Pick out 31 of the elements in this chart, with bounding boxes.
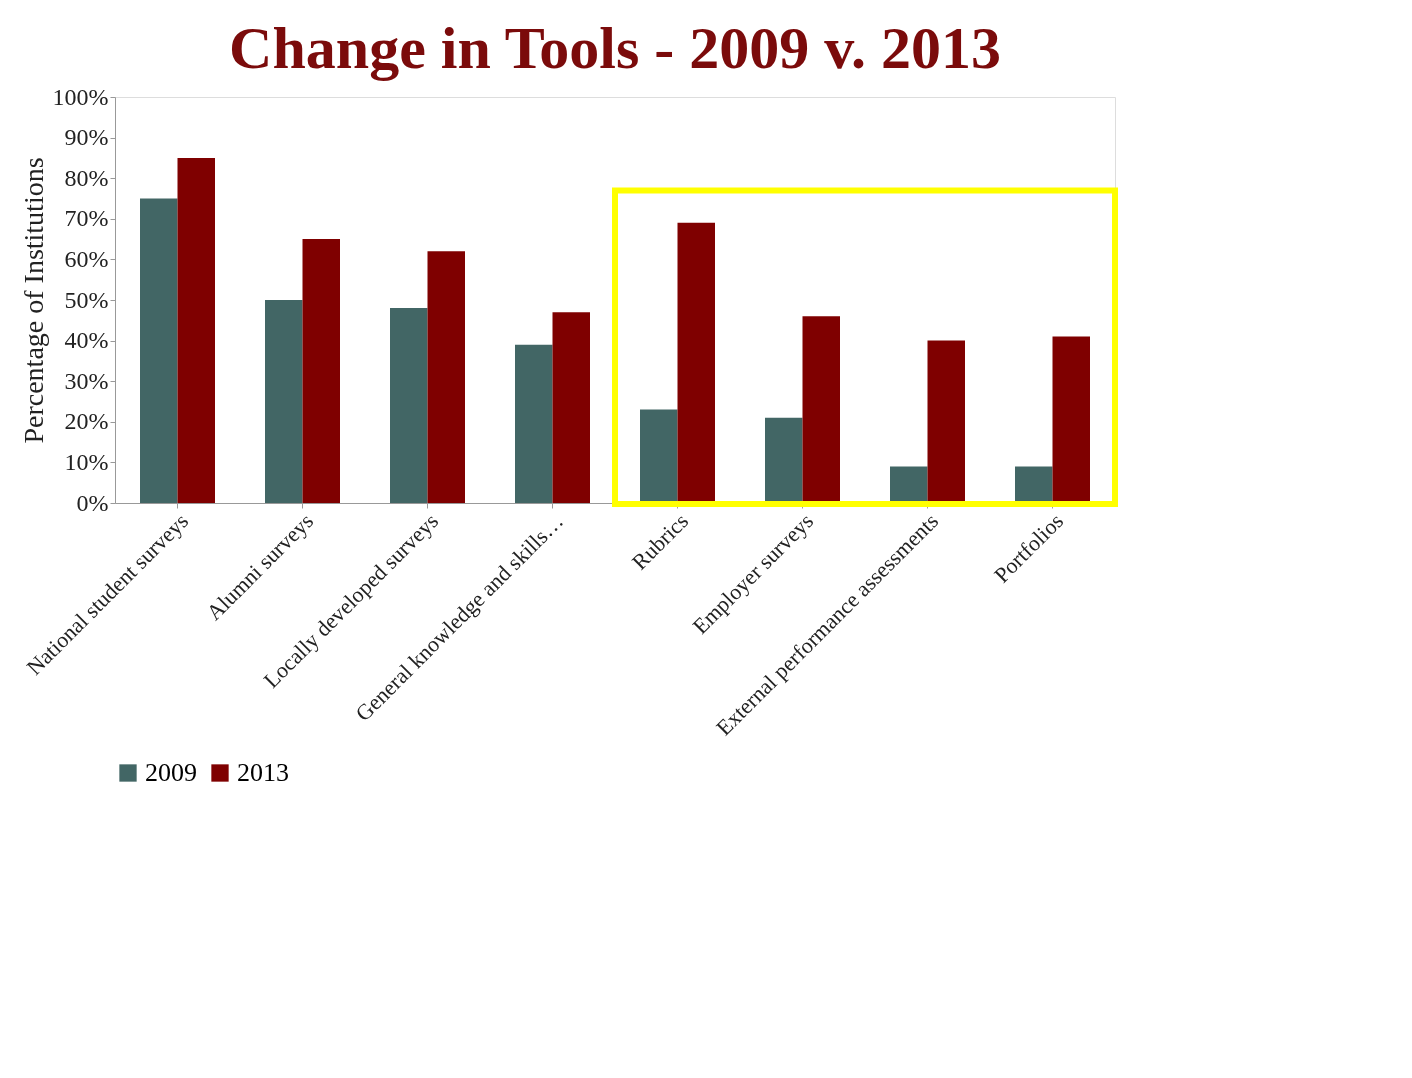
legend-label: 2013 [237, 758, 289, 787]
bar [140, 198, 178, 503]
bar [765, 417, 803, 503]
bar [927, 340, 965, 503]
y-tick-label: 90% [64, 124, 109, 151]
y-tick-label: 100% [52, 83, 109, 110]
legend-label: 2009 [145, 758, 197, 787]
bar [677, 222, 715, 503]
bar [1052, 336, 1090, 503]
bar [1015, 466, 1053, 503]
y-tick-label: 0% [76, 489, 109, 516]
y-axis-title: Percentage of Institutions [17, 157, 49, 444]
y-tick-label: 20% [64, 408, 109, 435]
bar [390, 308, 428, 503]
y-tick-label: 40% [64, 327, 109, 354]
chart-title: Change in Tools - 2009 v. 2013 [229, 15, 1001, 81]
bar [427, 251, 465, 503]
y-tick-label: 30% [64, 367, 109, 394]
bar [890, 466, 928, 503]
y-tick-label: 50% [64, 286, 109, 313]
bar [802, 316, 840, 503]
bar [265, 300, 303, 503]
bar [515, 344, 553, 503]
bar [552, 312, 590, 503]
y-tick-label: 10% [64, 448, 109, 475]
y-tick-label: 80% [64, 164, 109, 191]
bar [640, 409, 678, 503]
y-tick-label: 70% [64, 205, 109, 232]
bar [177, 157, 215, 503]
bar [302, 239, 340, 503]
y-tick-label: 60% [64, 245, 109, 272]
